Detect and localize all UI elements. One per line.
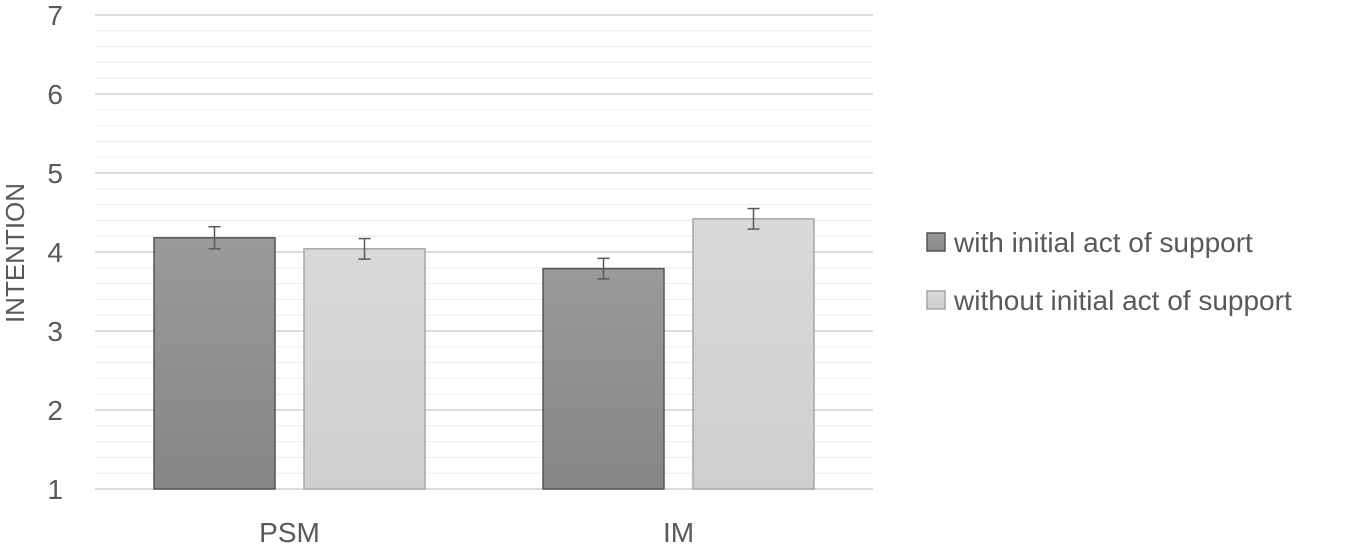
legend-swatch xyxy=(926,232,946,252)
legend-label: without initial act of support xyxy=(953,285,1292,316)
bar xyxy=(153,237,276,490)
legend-swatch xyxy=(926,290,946,310)
y-tick-label: 1 xyxy=(47,474,63,505)
y-tick-label: 6 xyxy=(47,79,63,110)
bar xyxy=(542,267,665,490)
y-tick-label: 3 xyxy=(47,316,63,347)
bar xyxy=(303,248,426,490)
bars xyxy=(153,218,815,490)
legend: with initial act of support without initi… xyxy=(926,227,1292,316)
y-tick-label: 5 xyxy=(47,158,63,189)
x-axis-ticks: PSM IM xyxy=(259,517,694,546)
y-axis-ticks: 1 2 3 4 5 6 7 xyxy=(47,0,63,505)
legend-label: with initial act of support xyxy=(953,227,1253,258)
x-tick-label: PSM xyxy=(259,517,320,546)
y-tick-label: 7 xyxy=(47,0,63,31)
x-tick-label: IM xyxy=(663,517,694,546)
error-bars xyxy=(208,207,760,280)
y-tick-label: 2 xyxy=(47,395,63,426)
y-tick-label: 4 xyxy=(47,237,63,268)
bar xyxy=(692,218,815,490)
y-axis-label: INTENTION xyxy=(0,183,30,323)
